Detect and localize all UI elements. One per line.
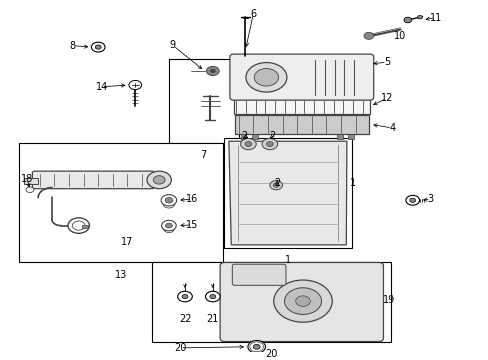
Circle shape <box>165 223 172 228</box>
Bar <box>168 59 238 143</box>
Circle shape <box>95 45 101 49</box>
Text: 9: 9 <box>169 40 176 50</box>
Text: 14: 14 <box>95 82 107 92</box>
Circle shape <box>240 139 256 150</box>
Text: 16: 16 <box>186 194 198 204</box>
Text: 2: 2 <box>241 131 246 141</box>
Circle shape <box>266 141 273 147</box>
Bar <box>24 178 38 184</box>
Text: 20: 20 <box>174 343 186 353</box>
Circle shape <box>163 199 174 208</box>
Circle shape <box>409 198 415 202</box>
Circle shape <box>273 183 279 187</box>
Circle shape <box>182 294 187 299</box>
Text: 8: 8 <box>70 41 76 51</box>
Text: 11: 11 <box>428 13 441 23</box>
Circle shape <box>284 288 321 315</box>
Circle shape <box>177 291 192 302</box>
Circle shape <box>72 221 85 230</box>
Circle shape <box>163 225 174 233</box>
Text: 20: 20 <box>264 348 277 359</box>
Circle shape <box>147 171 171 189</box>
Circle shape <box>161 220 176 231</box>
FancyBboxPatch shape <box>232 264 285 285</box>
Circle shape <box>295 296 310 306</box>
Text: 7: 7 <box>200 150 206 160</box>
Bar <box>347 134 353 139</box>
Circle shape <box>273 280 331 322</box>
Bar <box>251 134 257 139</box>
Text: 2: 2 <box>273 179 280 188</box>
Bar <box>336 134 342 139</box>
Circle shape <box>269 181 282 190</box>
FancyBboxPatch shape <box>229 54 373 100</box>
Circle shape <box>205 291 220 302</box>
Circle shape <box>206 66 219 76</box>
Circle shape <box>26 187 34 193</box>
Polygon shape <box>228 141 346 245</box>
Bar <box>19 143 222 262</box>
Circle shape <box>153 176 164 184</box>
Bar <box>240 134 246 139</box>
Circle shape <box>262 139 277 150</box>
Text: 1: 1 <box>349 179 355 188</box>
Bar <box>82 225 88 228</box>
Circle shape <box>245 63 286 92</box>
Text: 5: 5 <box>383 57 389 67</box>
FancyBboxPatch shape <box>220 262 383 342</box>
Circle shape <box>247 341 265 353</box>
Text: 17: 17 <box>121 238 133 247</box>
Text: 1: 1 <box>284 256 290 265</box>
Text: 4: 4 <box>388 123 394 133</box>
Circle shape <box>68 218 89 233</box>
Bar <box>234 115 368 134</box>
Circle shape <box>164 198 172 203</box>
Text: 2: 2 <box>269 131 275 141</box>
Bar <box>224 138 351 248</box>
Text: 6: 6 <box>250 9 256 19</box>
Circle shape <box>253 345 260 349</box>
Text: 19: 19 <box>383 295 395 305</box>
Bar <box>152 262 390 342</box>
Text: 18: 18 <box>21 174 34 184</box>
Text: 15: 15 <box>186 220 198 230</box>
Circle shape <box>405 195 419 205</box>
Circle shape <box>209 294 215 299</box>
Circle shape <box>417 15 422 19</box>
Text: 13: 13 <box>114 270 126 279</box>
Circle shape <box>161 195 176 206</box>
Circle shape <box>254 68 278 86</box>
Text: 22: 22 <box>179 314 191 324</box>
Circle shape <box>129 80 142 90</box>
Text: 12: 12 <box>380 93 392 103</box>
Circle shape <box>403 17 411 23</box>
Circle shape <box>91 42 105 52</box>
Text: 21: 21 <box>206 314 219 324</box>
Circle shape <box>363 32 373 39</box>
FancyBboxPatch shape <box>32 171 154 189</box>
Text: 10: 10 <box>394 31 406 41</box>
Circle shape <box>244 141 251 147</box>
Bar <box>233 99 369 114</box>
Circle shape <box>210 69 215 73</box>
Text: 3: 3 <box>427 194 433 204</box>
